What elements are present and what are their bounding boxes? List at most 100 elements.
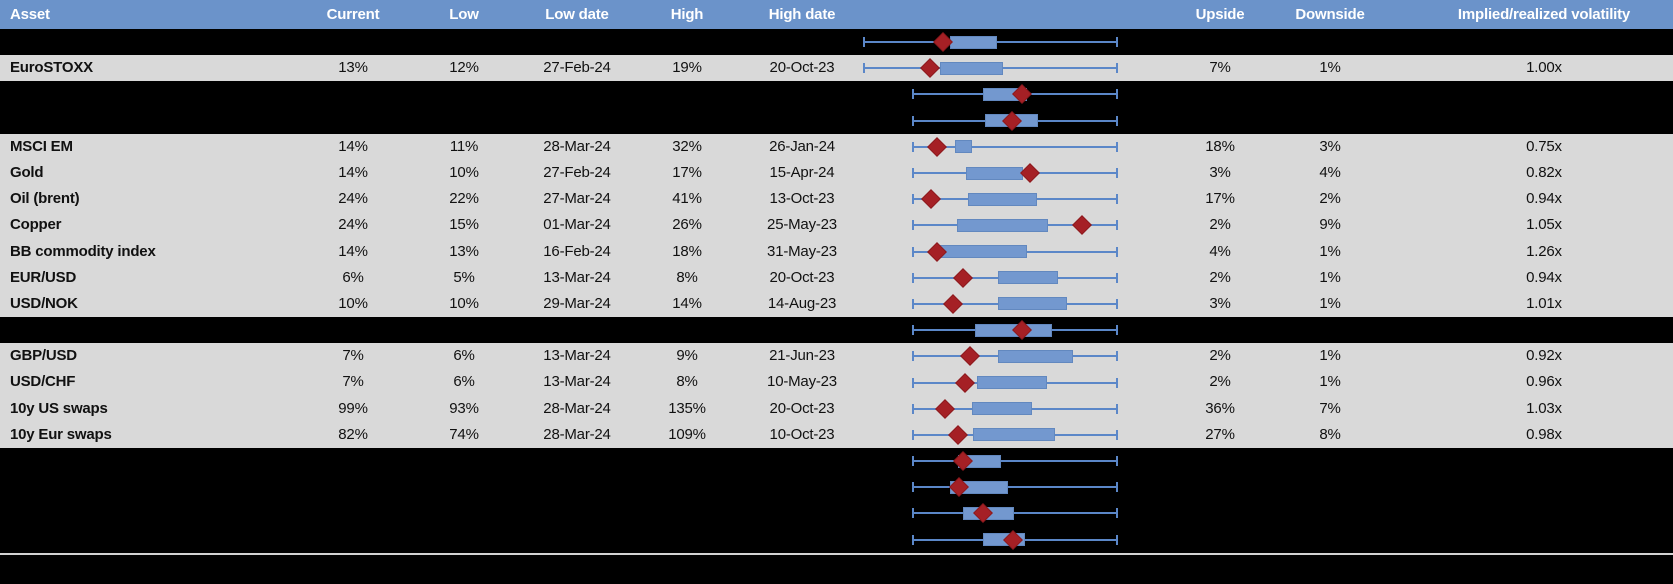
column-header-high: High [670,6,704,23]
downside-value: 1% [1319,268,1341,286]
whisker-cap-right [1116,508,1118,519]
whisker-cap-left [912,89,914,100]
high-date-value: 10-Oct-23 [769,425,835,443]
iqr-box [957,218,1048,232]
whisker-line [913,145,1117,148]
iqr-box [998,297,1067,311]
whisker-cap-left [912,403,914,414]
box-plot [850,265,1140,291]
high-value: 41% [672,190,702,208]
box-plot [850,343,1140,369]
downside-value: 2% [1319,190,1341,208]
asset-name: USD/NOK [10,294,78,312]
current-value: 24% [338,190,368,208]
asset-name: MSCI EM [10,137,73,155]
high-value: 17% [672,163,702,181]
whisker-cap-left [912,141,914,152]
current-marker-diamond-icon [953,267,973,288]
whisker-cap-right [1116,377,1118,388]
box-plot [850,160,1140,186]
implied-realized-volatility-value: 1.26x [1526,242,1562,260]
high-date-value: 20-Oct-23 [769,59,835,77]
box-plot [850,317,1140,343]
low-date-value: 27-Mar-24 [543,190,611,208]
high-date-value: 13-Oct-23 [769,190,835,208]
redacted-row [0,474,1673,501]
downside-value: 8% [1319,425,1341,443]
redacted-row [0,81,1673,108]
low-date-value: 27-Feb-24 [543,59,611,77]
whisker-cap-right [1116,194,1118,205]
low-value: 15% [449,216,479,234]
downside-value: 1% [1319,294,1341,312]
low-value: 74% [449,425,479,443]
redacted-row [0,29,1673,56]
current-marker-diamond-icon [920,58,940,79]
implied-realized-volatility-value: 0.94x [1526,190,1562,208]
implied-realized-volatility-value: 0.96x [1526,373,1562,391]
implied-realized-volatility-value: 1.00x [1526,59,1562,77]
box-plot [850,108,1140,134]
table-row: Copper 24% 15% 01-Mar-24 26% 25-May-23 2% 9% 1.0… [0,212,1673,239]
whisker-cap-right [1116,534,1118,545]
whisker-cap-right [1116,220,1118,231]
high-value: 26% [672,216,702,234]
column-header-implied-realized-volatility: Implied/realized volatility [1457,6,1631,23]
low-value: 5% [453,268,475,286]
box-plot [850,422,1140,448]
whisker-cap-right [1116,403,1118,414]
iqr-box [955,140,972,154]
redacted-row [0,526,1673,553]
whisker-cap-left [863,37,865,48]
whisker-cap-right [1116,141,1118,152]
box-plot [850,134,1140,160]
implied-realized-volatility-value: 1.05x [1526,216,1562,234]
whisker-cap-left [912,534,914,545]
table-body: EuroSTOXX 13% 12% 27-Feb-24 19% 20-Oct-23 7% 1%… [0,29,1673,553]
low-value: 93% [449,399,479,417]
column-header-high-date: High date [768,6,836,23]
iqr-box [977,376,1047,390]
whisker-cap-left [912,168,914,179]
whisker-cap-right [1116,246,1118,257]
table-row: BB commodity index 14% 13% 16-Feb-24 18% 31-M… [0,238,1673,265]
downside-value: 1% [1319,373,1341,391]
redacted-row [0,107,1673,134]
whisker-cap-right [1116,115,1118,126]
whisker-cap-right [1116,89,1118,100]
whisker-cap-left [912,351,914,362]
table-row: USD/NOK 10% 10% 29-Mar-24 14% 14-Aug-23 3% 1% 1.… [0,290,1673,318]
whisker-cap-left [912,325,914,336]
current-value: 14% [338,242,368,260]
implied-realized-volatility-value: 1.01x [1526,294,1562,312]
whisker-cap-right [1116,168,1118,179]
table-row: Gold 14% 10% 27-Feb-24 17% 15-Apr-24 3% 4% 0.82x [0,159,1673,187]
box-plot [850,29,1140,55]
low-date-value: 28-Mar-24 [543,399,611,417]
table-row: EUR/USD 6% 5% 13-Mar-24 8% 20-Oct-23 2% 1% 0.94x [0,264,1673,291]
upside-value: 7% [1209,59,1231,77]
low-date-value: 28-Mar-24 [543,425,611,443]
whisker-cap-right [1116,429,1118,440]
implied-realized-volatility-value: 0.94x [1526,268,1562,286]
high-date-value: 10-May-23 [767,373,837,391]
upside-value: 4% [1209,242,1231,260]
box-plot [850,239,1140,265]
high-date-value: 21-Jun-23 [769,347,835,365]
upside-value: 27% [1205,425,1235,443]
low-value: 11% [449,137,479,155]
box-plot [850,81,1140,107]
whisker-cap-left [912,115,914,126]
current-value: 82% [338,425,368,443]
whisker-line [913,486,1117,489]
table-row: EuroSTOXX 13% 12% 27-Feb-24 19% 20-Oct-23 7% 1%… [0,55,1673,82]
asset-name: Copper [10,216,62,234]
column-header-asset: Asset [10,6,50,23]
high-value: 19% [672,59,702,77]
redacted-row [0,317,1673,344]
whisker-line [913,512,1117,515]
high-date-value: 31-May-23 [767,242,837,260]
current-marker-diamond-icon [1020,163,1040,183]
column-header-current: Current [326,6,380,23]
